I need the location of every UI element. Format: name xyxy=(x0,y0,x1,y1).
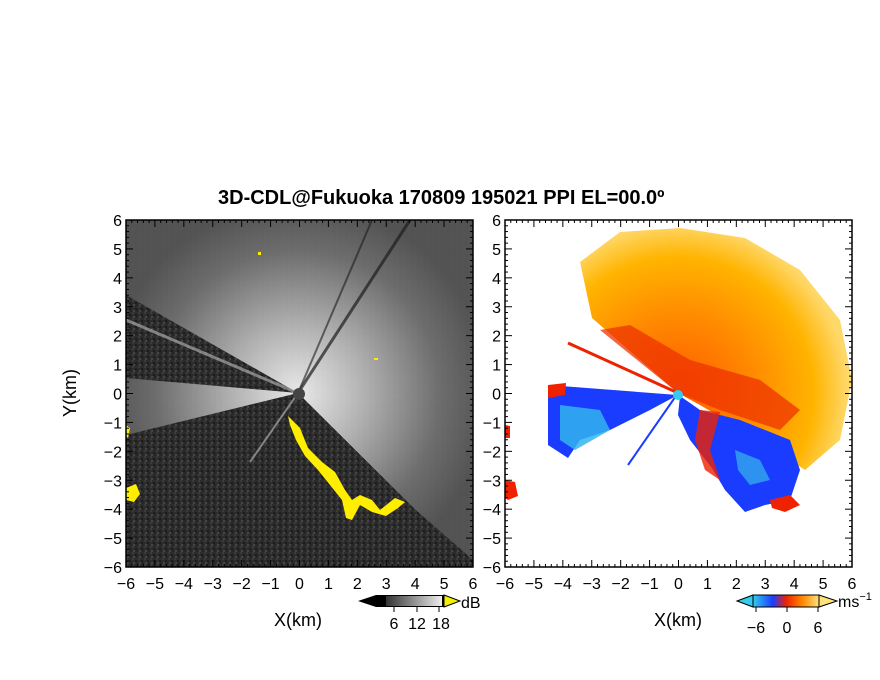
x-tick-label: 0 xyxy=(295,576,304,593)
x-tick-label: −1 xyxy=(640,576,658,593)
y-tick-label: −2 xyxy=(483,444,501,461)
y-tick-label: 2 xyxy=(113,329,122,346)
x-tick-label: −4 xyxy=(554,576,572,593)
x-tick-label: −3 xyxy=(583,576,601,593)
highlight-speck xyxy=(374,358,378,360)
x-tick-label: 5 xyxy=(440,576,449,593)
radar-site-marker xyxy=(293,388,305,400)
snr-panel xyxy=(126,220,473,567)
y-tick-label: −6 xyxy=(483,560,501,577)
snr-colorbar-tick: 18 xyxy=(432,616,450,633)
y-tick-label: 1 xyxy=(492,358,501,375)
velocity-cyan-wedge xyxy=(560,405,610,450)
y-tick-label: −4 xyxy=(483,502,501,519)
left-y-axis-label: Y(km) xyxy=(60,369,80,417)
x-tick-label: 4 xyxy=(790,576,799,593)
axis-ticks xyxy=(125,219,853,568)
x-tick-label: −2 xyxy=(233,576,251,593)
y-tick-label: −4 xyxy=(104,502,122,519)
y-tick-label: 0 xyxy=(113,387,122,404)
y-tick-label: 4 xyxy=(113,271,122,288)
x-tick-label: 3 xyxy=(382,576,391,593)
snr-spoke-bright xyxy=(126,318,299,395)
snr-colorbar-unit: dB xyxy=(461,595,481,612)
x-tick-label: −6 xyxy=(117,576,135,593)
snr-spoke xyxy=(297,220,373,394)
y-tick-label: 6 xyxy=(113,213,122,230)
y-tick-label: 5 xyxy=(492,242,501,259)
velocity-colorbar-tick: 0 xyxy=(783,620,792,637)
y-tick-label: −5 xyxy=(483,531,501,548)
x-tick-label: −6 xyxy=(496,576,514,593)
highlight-region xyxy=(126,484,140,502)
velocity-red-fringe xyxy=(770,495,800,512)
x-tick-label: 5 xyxy=(819,576,828,593)
y-tick-label: 3 xyxy=(113,300,122,317)
velocity-colorbar-unit: ms−1 xyxy=(838,591,872,611)
x-tick-label: −5 xyxy=(525,576,543,593)
y-tick-label: 0 xyxy=(492,387,501,404)
velocity-colorbar-unit-exponent: −1 xyxy=(859,591,872,603)
x-tick-label: 1 xyxy=(324,576,333,593)
y-tick-label: −3 xyxy=(104,473,122,490)
velocity-red-fringe xyxy=(695,410,720,480)
left-x-axis-label: X(km) xyxy=(274,610,322,630)
velocity-cyan-patch xyxy=(735,450,770,485)
figure-title: 3D-CDL@Fukuoka 170809 195021 PPI EL=00.0… xyxy=(218,187,665,209)
y-tick-label: 6 xyxy=(492,213,501,230)
x-tick-label: 3 xyxy=(761,576,770,593)
x-tick-label: −4 xyxy=(175,576,193,593)
radar-site-marker xyxy=(673,390,683,400)
velocity-panel xyxy=(505,220,852,567)
x-tick-label: 2 xyxy=(353,576,362,593)
velocity-colorbar: −6 0 6 ms−1 xyxy=(735,591,872,637)
velocity-colorbar-tick: −6 xyxy=(747,620,765,637)
x-tick-label: 6 xyxy=(848,576,857,593)
snr-spoke xyxy=(296,220,412,394)
y-tick-label: −3 xyxy=(483,473,501,490)
y-tick-label: −1 xyxy=(104,415,122,432)
y-tick-label: −6 xyxy=(104,560,122,577)
x-tick-label: 4 xyxy=(411,576,420,593)
velocity-colorbar-unit-base: ms xyxy=(838,594,859,611)
right-x-axis-label: X(km) xyxy=(654,610,702,630)
x-tick-label: 6 xyxy=(469,576,478,593)
velocity-red-band xyxy=(600,325,800,430)
velocity-colorbar-tick: 6 xyxy=(814,620,823,637)
x-tick-label: −5 xyxy=(146,576,164,593)
x-tick-label: −2 xyxy=(612,576,630,593)
velocity-spoke xyxy=(567,341,679,395)
highlight-speck xyxy=(258,252,261,255)
y-tick-label: −2 xyxy=(104,444,122,461)
y-tick-label: 1 xyxy=(113,358,122,375)
x-tick-label: −1 xyxy=(261,576,279,593)
snr-colorbar: 6 12 18 dB xyxy=(358,594,481,633)
x-tick-label: 2 xyxy=(732,576,741,593)
snr-colorbar-tick: 12 xyxy=(408,616,426,633)
x-tick-label: 1 xyxy=(703,576,712,593)
velocity-spoke xyxy=(627,392,679,466)
y-tick-label: 4 xyxy=(492,271,501,288)
axis-tick-labels: −66−55−44−33−22−11001−12−23−34−45−56−6−6… xyxy=(104,213,857,593)
snr-dark-wedge-upper xyxy=(126,295,298,393)
snr-colorbar-tick: 6 xyxy=(390,616,399,633)
x-tick-label: −3 xyxy=(204,576,222,593)
y-tick-label: 5 xyxy=(113,242,122,259)
velocity-edge-clump xyxy=(505,480,518,500)
snr-dark-wedge-lower xyxy=(126,393,473,567)
velocity-red-speck xyxy=(548,383,566,398)
y-tick-label: −5 xyxy=(104,531,122,548)
y-tick-label: −1 xyxy=(483,415,501,432)
highlight-region xyxy=(288,416,405,520)
snr-spoke-bright xyxy=(249,392,299,463)
x-tick-label: 0 xyxy=(674,576,683,593)
y-tick-label: 2 xyxy=(492,329,501,346)
y-tick-label: 3 xyxy=(492,300,501,317)
